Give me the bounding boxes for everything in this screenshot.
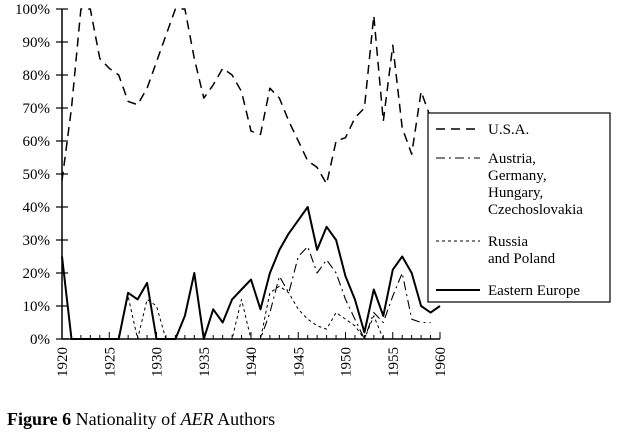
x-tick-label: 1940 [244, 347, 260, 377]
series-layer [61, 8, 441, 340]
x-tick-label: 1960 [433, 347, 449, 377]
y-tick-label: 30% [23, 233, 51, 249]
legend-label-4: Eastern Europe [488, 283, 580, 299]
axes: 0% 10% 20% 30% 40% 50% 60% 70% 80% 90% 100% 1920 192… [15, 2, 449, 377]
x-tick-label: 1945 [291, 347, 307, 377]
legend: U.S.A. Austria, Germany, Hungary, Czechoslov… [427, 112, 611, 303]
caption-italic-text: AER [180, 409, 214, 429]
y-tick-label: 0% [30, 332, 50, 348]
y-tick-label: 50% [23, 167, 51, 183]
y-tick-label: 60% [23, 134, 51, 150]
caption-text-after: Authors [217, 409, 276, 429]
legend-label-2: Austria, Germany, Hungary, Czechoslovakia [488, 151, 583, 218]
series-line-2 [62, 246, 431, 340]
figure-caption: Figure 6 Nationality of AER Authors [7, 409, 275, 430]
x-tick-label: 1950 [339, 347, 355, 377]
y-tick-label: 80% [23, 68, 51, 84]
y-tick-label: 70% [23, 101, 51, 117]
legend-box [427, 112, 611, 303]
x-tick-label: 1930 [150, 347, 166, 377]
caption-text-before: Nationality of [75, 409, 177, 429]
legend-label-3: Russia and Poland [488, 234, 556, 267]
series-line-4 [61, 206, 441, 340]
figure-label: Figure 6 [7, 409, 72, 429]
y-tick-label: 20% [23, 266, 51, 282]
x-tick-label: 1955 [386, 347, 402, 377]
line-chart: 0% 10% 20% 30% 40% 50% 60% 70% 80% 90% 100% 1920 192… [15, 2, 611, 377]
y-tick-label: 40% [23, 200, 51, 216]
legend-label-1: U.S.A. [488, 122, 529, 138]
series-line-1 [61, 8, 432, 185]
x-tick-label: 1925 [102, 347, 118, 377]
y-tick-label: 10% [23, 299, 51, 315]
x-tick-label: 1935 [197, 347, 213, 377]
y-tick-label: 100% [15, 2, 50, 18]
y-tick-label: 90% [23, 35, 51, 51]
x-tick-label: 1920 [55, 347, 71, 377]
